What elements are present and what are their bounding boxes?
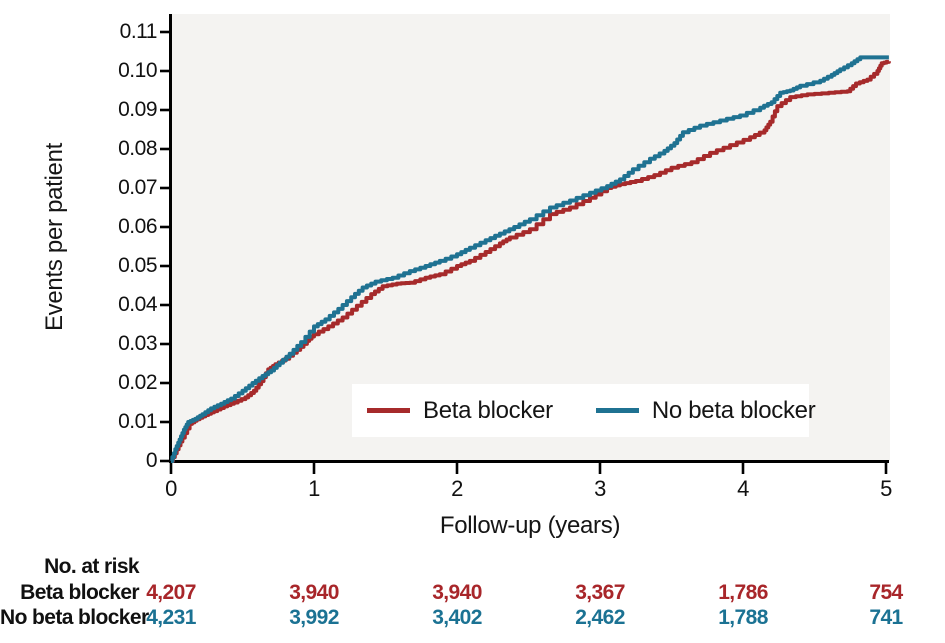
y-tick-label-0.02: 0.02 (118, 371, 157, 394)
risk-table-header: No. at risk (44, 555, 140, 578)
risk-value: 3,940 (289, 581, 339, 604)
risk-value: 1,786 (718, 581, 768, 604)
x-tick-label-3: 3 (594, 476, 606, 501)
legend-line-beta-blocker-icon (367, 408, 410, 413)
legend-label-no-beta-blocker: No beta blocker (651, 396, 816, 424)
x-tick-label-5: 5 (880, 476, 892, 501)
x-tick-label-0: 0 (165, 476, 177, 501)
legend-label-beta-blocker: Beta blocker (423, 396, 553, 424)
risk-value: 3,992 (289, 606, 339, 629)
legend: Beta blocker No beta blocker (352, 384, 816, 437)
legend-line-no-beta-blocker-icon (595, 408, 639, 413)
y-tick-label-0.10: 0.10 (118, 59, 157, 82)
risk-value: 3,940 (432, 581, 482, 604)
legend-entry-no-beta-blocker: No beta blocker (581, 397, 816, 425)
y-tick-label-0.05: 0.05 (118, 254, 157, 277)
y-tick-label-0.06: 0.06 (118, 215, 157, 238)
y-tick-label-0.09: 0.09 (118, 98, 157, 121)
x-axis-title: Follow-up (years) (439, 512, 621, 539)
x-tick-label-1: 1 (308, 476, 320, 501)
y-tick-label-0.04: 0.04 (118, 293, 157, 316)
y-tick-label-0.08: 0.08 (118, 137, 157, 160)
x-tick-label-2: 2 (451, 476, 463, 501)
risk-value: 3,367 (575, 581, 625, 604)
y-tick-label-0.11: 0.11 (119, 20, 158, 43)
risk-value: 741 (869, 606, 903, 629)
curve-beta-blocker (170, 59, 891, 463)
risk-row-label-beta-blocker: Beta blocker (20, 581, 139, 604)
x-tick-label-4: 4 (737, 476, 749, 501)
risk-value: 2,462 (575, 606, 625, 629)
y-axis-title: Events per patient (41, 142, 68, 332)
y-tick-label-0.07: 0.07 (118, 176, 157, 199)
risk-value: 4,207 (146, 581, 196, 604)
risk-value: 4,231 (146, 606, 196, 629)
risk-value: 754 (869, 581, 903, 604)
risk-value: 3,402 (432, 606, 482, 629)
legend-entry-beta-blocker: Beta blocker (352, 397, 553, 425)
y-tick-label-0.03: 0.03 (118, 332, 157, 355)
curve-no-beta-blocker (170, 55, 889, 463)
risk-row-label-no-beta-blocker: No beta blocker (0, 606, 149, 629)
y-tick-label-0.01: 0.01 (118, 410, 157, 433)
y-tick-label-0: 0 (145, 449, 158, 472)
risk-value: 1,788 (718, 606, 768, 629)
